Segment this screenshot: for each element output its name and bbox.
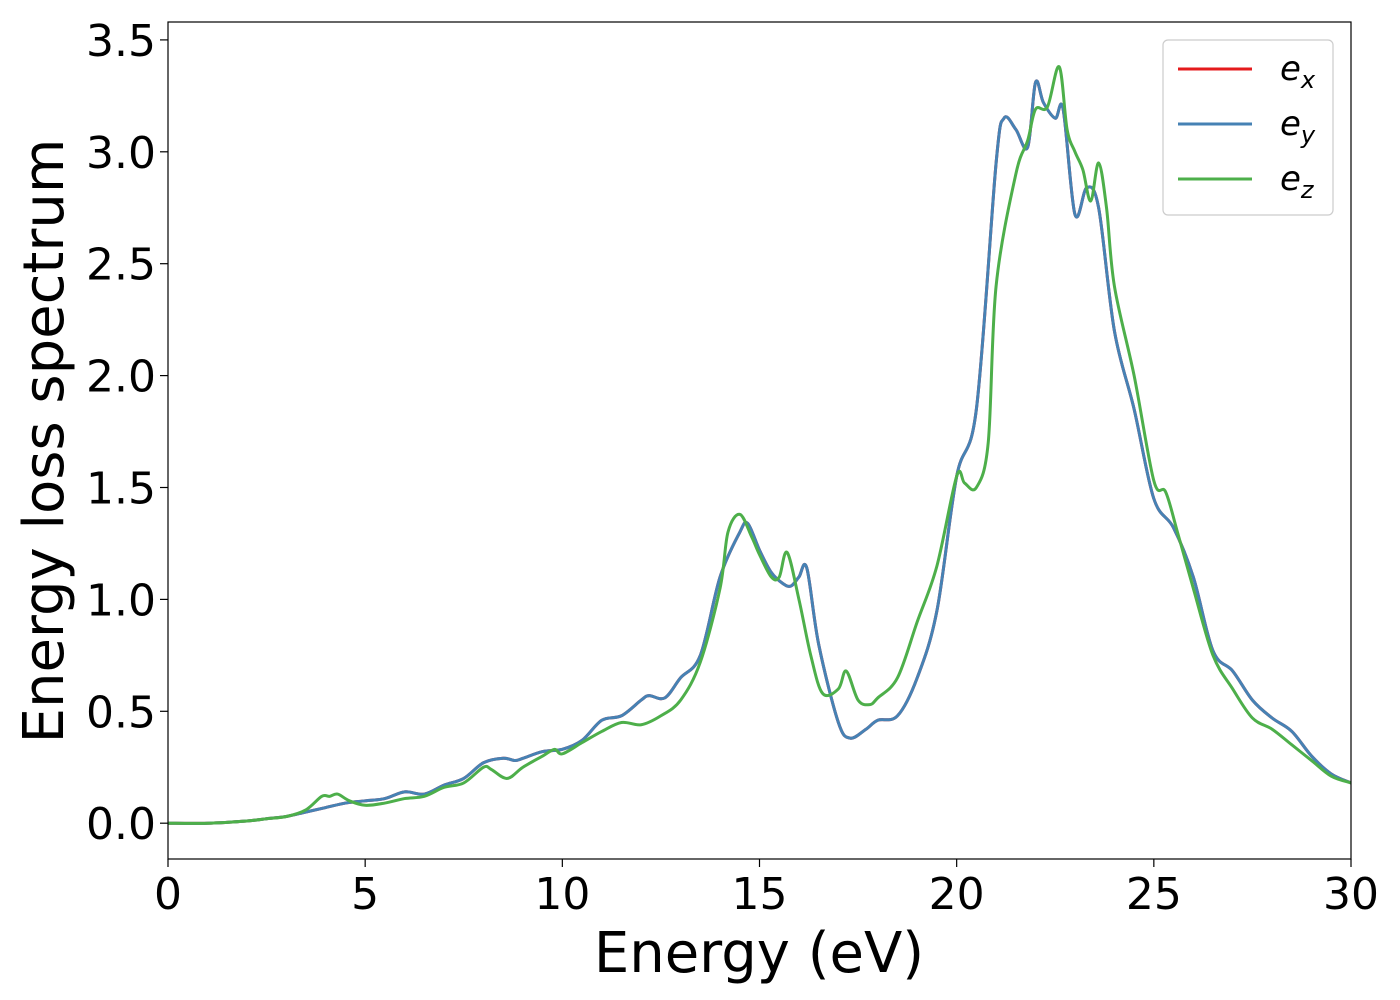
- y-axis: 0.0 0.5 1.0 1.5 2.0 2.5 3.0 3.5: [86, 16, 168, 850]
- x-tick-label: 10: [534, 869, 590, 920]
- y-tick-label: 2.0: [86, 352, 156, 403]
- x-tick-label: 5: [351, 869, 379, 920]
- x-tick-label: 25: [1126, 869, 1182, 920]
- y-axis-label: Energy loss spectrum: [12, 139, 77, 744]
- legend-box: [1162, 39, 1334, 216]
- y-tick-label: 0.0: [86, 799, 156, 850]
- x-axis-label: Energy (eV): [594, 921, 924, 986]
- x-tick-label: 0: [154, 869, 182, 920]
- series-line-y: [168, 79, 1351, 825]
- legend-subscript: x: [1300, 66, 1316, 94]
- y-tick-label: 3.5: [86, 16, 156, 67]
- x-axis: 0 5 10 15 20 25 30: [154, 859, 1379, 920]
- legend-subscript: z: [1300, 176, 1315, 204]
- series-line-z: [168, 65, 1351, 825]
- y-tick-label: 0.5: [86, 687, 156, 738]
- x-tick-label: 20: [929, 869, 985, 920]
- y-tick-label: 1.5: [86, 463, 156, 514]
- x-tick-label: 15: [732, 869, 788, 920]
- legend-subscript: y: [1300, 121, 1316, 149]
- y-tick-label: 3.0: [86, 128, 156, 179]
- x-tick-label: 30: [1323, 869, 1379, 920]
- y-tick-label: 2.5: [86, 240, 156, 291]
- y-tick-label: 1.0: [86, 575, 156, 626]
